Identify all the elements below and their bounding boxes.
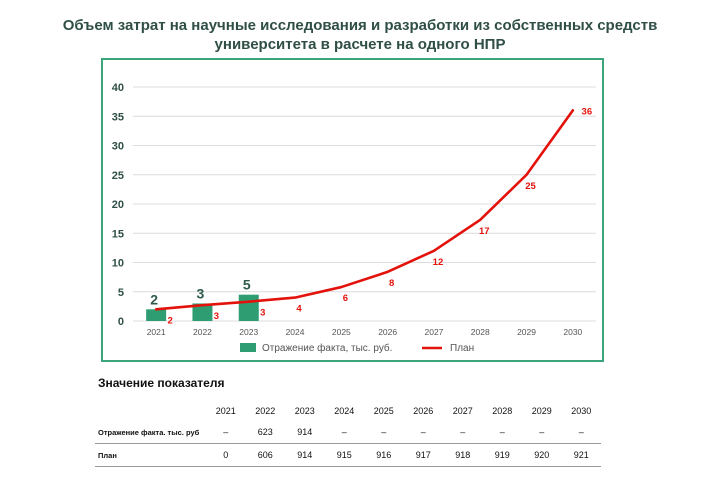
table-cell: – <box>364 421 404 444</box>
table-title: Значение показателя <box>98 376 225 390</box>
table-year: 2021 <box>215 406 236 416</box>
table-row: Отражение факта. тыс. руб – 623 914 – – … <box>95 421 601 444</box>
table-cell: 919 <box>482 443 522 467</box>
line-data-label: 3 <box>214 311 219 322</box>
bar <box>146 309 167 321</box>
x-tick-label: 2030 <box>563 327 582 337</box>
chart-frame <box>101 58 604 362</box>
line-data-label: 8 <box>389 278 394 289</box>
y-tick-label: 20 <box>112 199 124 211</box>
table-cell: – <box>482 421 522 444</box>
y-tick-label: 25 <box>112 170 124 182</box>
x-tick-label: 2021 <box>147 327 166 337</box>
table-cell: – <box>561 421 601 444</box>
table-cell: 917 <box>403 443 443 467</box>
bar <box>238 294 259 321</box>
table-year: 2029 <box>531 406 552 416</box>
y-tick-label: 5 <box>118 287 124 299</box>
table-cell: – <box>206 421 246 444</box>
table-row: План 0 606 914 915 916 917 918 919 920 9… <box>95 443 601 467</box>
values-table: 2021 2022 2023 2024 2025 2026 2027 2028 … <box>95 401 601 467</box>
bar <box>192 303 213 321</box>
table-year: 2022 <box>255 406 276 416</box>
table-cell: 0 <box>206 443 246 467</box>
table-cell: 914 <box>285 421 325 444</box>
line-data-label: 12 <box>433 257 444 268</box>
y-tick-label: 35 <box>112 111 124 123</box>
table-cell: – <box>522 421 562 444</box>
table-cell: – <box>403 421 443 444</box>
x-tick-label: 2024 <box>286 327 305 337</box>
y-tick-label: 40 <box>112 82 124 94</box>
y-tick-label: 15 <box>112 228 124 240</box>
y-tick-label: 10 <box>112 258 124 270</box>
x-tick-label: 2027 <box>424 327 443 337</box>
y-tick-label: 0 <box>118 316 124 328</box>
plan-series-line <box>154 109 575 311</box>
line-data-label: 36 <box>582 106 593 117</box>
table-cell: 914 <box>285 443 325 467</box>
line-data-label: 4 <box>296 304 302 315</box>
legend-line-label: План <box>450 343 474 354</box>
table-year: 2030 <box>571 406 592 416</box>
table-cell: – <box>443 421 483 444</box>
bar-data-label: 3 <box>197 285 205 301</box>
table-year: 2024 <box>334 406 355 416</box>
chart-title: Объем затрат на научные исследования и р… <box>62 17 658 53</box>
table-year: 2026 <box>413 406 434 416</box>
table-cell: 606 <box>245 443 285 467</box>
x-tick-label: 2026 <box>378 327 397 337</box>
table-row-label: Отражение факта. тыс. руб <box>95 421 206 444</box>
x-tick-label: 2029 <box>517 327 536 337</box>
table-year: 2028 <box>492 406 513 416</box>
line-data-label: 25 <box>525 181 536 192</box>
x-tick-label: 2028 <box>471 327 490 337</box>
line-data-label: 17 <box>479 226 490 237</box>
table-year: 2027 <box>452 406 473 416</box>
legend-bar-label: Отражение факта, тыс. руб. <box>262 342 392 354</box>
table-cell: – <box>324 421 364 444</box>
x-tick-label: 2022 <box>193 327 212 337</box>
table-year: 2025 <box>373 406 394 416</box>
table-row-label: План <box>95 443 206 467</box>
bar-data-label: 2 <box>150 291 158 307</box>
line-data-label: 6 <box>343 293 348 304</box>
table-cell: 918 <box>443 443 483 467</box>
table-cell: 921 <box>561 443 601 467</box>
table-cell: 915 <box>324 443 364 467</box>
x-tick-label: 2025 <box>332 327 351 337</box>
table-header-row: 2021 2022 2023 2024 2025 2026 2027 2028 … <box>95 401 601 421</box>
bar-data-label: 5 <box>243 277 251 293</box>
line-data-label: 2 <box>168 315 173 326</box>
line-data-label: 3 <box>260 308 265 319</box>
legend-bar-swatch <box>240 343 256 352</box>
y-tick-label: 30 <box>112 141 124 153</box>
table-cell: 920 <box>522 443 562 467</box>
table-cell: 916 <box>364 443 404 467</box>
table-corner-cell <box>95 401 206 421</box>
table-cell: 623 <box>245 421 285 444</box>
x-tick-label: 2023 <box>239 327 258 337</box>
table-year: 2023 <box>294 406 315 416</box>
